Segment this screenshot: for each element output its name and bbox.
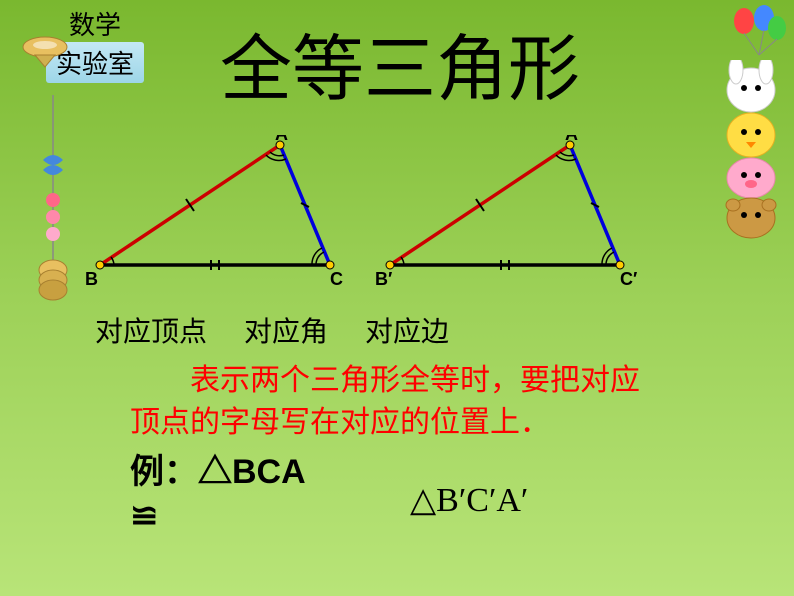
- balloons-icon: [729, 3, 789, 58]
- triangle-right: A′ B′ C′: [375, 135, 637, 289]
- vertex-label-C: C: [330, 269, 343, 289]
- level-indicator-icon: [20, 35, 70, 70]
- triangle-left: A B C: [85, 135, 343, 289]
- example-left: 例：△BCA ≌: [130, 450, 306, 538]
- congruent-triangles-diagram: A B C A′ B′ C′: [80, 135, 710, 295]
- term-side: 对应边: [365, 317, 449, 348]
- vertex-label-B: B: [85, 269, 98, 289]
- vertex-label-Cp: C′: [620, 269, 637, 289]
- vertex-label-Bp: B′: [375, 269, 392, 289]
- vertex-label-Ap: A′: [565, 135, 582, 144]
- stacked-animals-icon: [711, 60, 791, 240]
- example-right: △B′C′A′: [410, 480, 528, 520]
- terms-row: 对应顶点 对应角 对应边: [95, 310, 479, 350]
- example-left-l1: 例：△BCA: [130, 450, 306, 494]
- term-angle: 对应角: [244, 317, 328, 348]
- note-line2: 顶点的字母写在对应的位置上．: [130, 402, 690, 444]
- example-left-l2: ≌: [130, 494, 306, 538]
- note-text: 表示两个三角形全等时，要把对应 顶点的字母写在对应的位置上．: [130, 360, 690, 444]
- term-vertex: 对应顶点: [95, 317, 207, 348]
- note-line1: 表示两个三角形全等时，要把对应: [130, 360, 690, 402]
- page-title: 全等三角形: [220, 10, 580, 115]
- hanging-decorations-icon: [38, 95, 68, 305]
- vertex-label-A: A: [275, 135, 288, 144]
